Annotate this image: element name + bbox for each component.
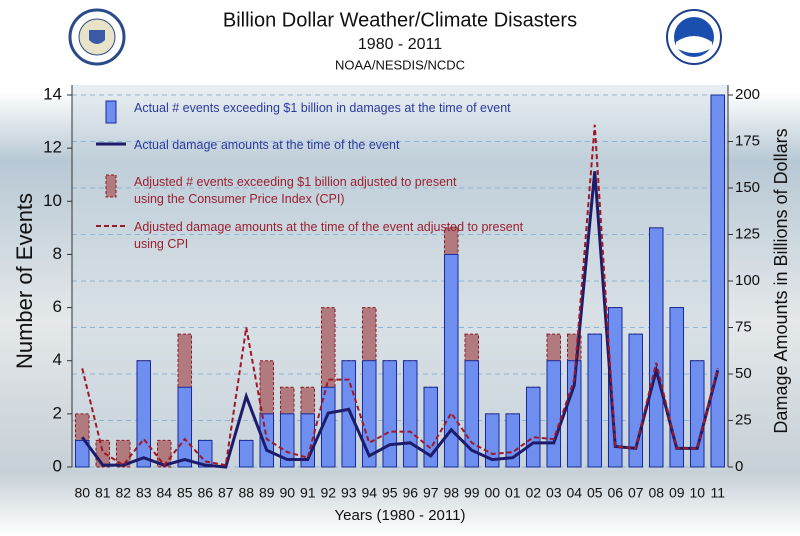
- bar: [648, 227, 664, 468]
- x-tick-label: 07: [628, 485, 644, 501]
- y2-tick-label: 125: [735, 225, 760, 242]
- y2-tick-label: 200: [735, 86, 760, 103]
- legend-item: Adjusted damage amounts at the time of t…: [96, 217, 546, 253]
- y-tick-label: 6: [53, 297, 62, 316]
- y-tick-label: 4: [53, 350, 62, 369]
- bar: [546, 360, 562, 468]
- y-tick-label: 14: [43, 84, 62, 103]
- chart-source: NOAA/NESDIS/NCDC: [335, 57, 465, 72]
- legend: Actual # events exceeding $1 billion in …: [96, 98, 546, 262]
- y2-axis-label: Damage Amounts in Billions of Dollars: [771, 128, 791, 433]
- x-tick-label: 02: [525, 485, 541, 501]
- x-tick-label: 94: [361, 485, 377, 501]
- y2-tick-label: 175: [735, 132, 760, 149]
- x-tick-label: 89: [259, 485, 275, 501]
- y2-tick-label: 75: [735, 318, 752, 335]
- bar: [382, 360, 398, 468]
- y-axis-label: Number of Events: [12, 193, 37, 369]
- legend-label: Adjusted damage amounts at the time of t…: [134, 220, 524, 251]
- x-tick-label: 86: [197, 485, 213, 501]
- x-tick-label: 98: [443, 485, 459, 501]
- legend-label: Adjusted # events exceeding $1 billion a…: [134, 175, 457, 206]
- legend-item: Actual damage amounts at the time of the…: [96, 135, 546, 163]
- legend-item: Actual # events exceeding $1 billion in …: [96, 98, 546, 126]
- x-tick-label: 82: [115, 485, 131, 501]
- bar: [607, 307, 623, 468]
- x-tick-label: 11: [710, 485, 725, 501]
- x-tick-label: 85: [177, 485, 193, 501]
- bar: [423, 386, 439, 468]
- legend-item: Adjusted # events exceeding $1 billion a…: [96, 172, 546, 208]
- x-tick-label: 10: [689, 485, 705, 501]
- x-tick-label: 90: [279, 485, 295, 501]
- bar: [136, 360, 152, 468]
- chart-subtitle: 1980 - 2011: [358, 36, 442, 53]
- y2-tick-label: 0: [735, 458, 743, 475]
- bar: [689, 360, 705, 468]
- x-tick-label: 08: [648, 485, 664, 501]
- x-tick-label: 01: [505, 485, 521, 501]
- line: [81, 124, 719, 467]
- bar: [74, 439, 90, 468]
- bar: [279, 413, 295, 468]
- legend-swatch: [105, 174, 117, 198]
- bar: [259, 413, 275, 468]
- bar: [177, 386, 193, 468]
- x-tick-label: 06: [607, 485, 623, 501]
- y-tick-label: 12: [43, 138, 62, 157]
- y-tick-label: 8: [53, 244, 62, 263]
- chart-title: Billion Dollar Weather/Climate Disasters: [223, 9, 577, 31]
- line: [81, 171, 720, 469]
- x-tick-label: 91: [300, 485, 316, 501]
- x-tick-label: 93: [341, 485, 357, 501]
- y2-tick-label: 150: [735, 179, 760, 196]
- y-tick-label: 2: [53, 403, 62, 422]
- legend-mark: [105, 174, 117, 198]
- legend-label: Actual damage amounts at the time of the…: [134, 138, 400, 152]
- x-tick-label: 83: [136, 485, 152, 501]
- bar: [238, 439, 254, 468]
- y-tick-label: 0: [53, 456, 62, 475]
- bar: [443, 253, 459, 468]
- bar: [525, 386, 541, 468]
- x-tick-label: 81: [95, 485, 111, 501]
- bar: [710, 94, 726, 468]
- x-tick-label: 88: [238, 485, 254, 501]
- x-tick-label: 87: [218, 485, 234, 501]
- x-tick-label: 00: [484, 485, 500, 501]
- bar: [464, 360, 480, 468]
- bar: [361, 360, 377, 468]
- bar: [669, 307, 685, 468]
- legend-swatch: [105, 100, 117, 124]
- logo-right: [666, 9, 722, 65]
- x-axis-label: Years (1980 - 2011): [335, 507, 466, 524]
- x-tick-label: 99: [464, 485, 480, 501]
- x-tick-label: 84: [156, 485, 172, 501]
- bar: [402, 360, 418, 468]
- bar: [341, 360, 357, 468]
- legend-swatch: [96, 225, 126, 227]
- x-tick-label: 92: [320, 485, 336, 501]
- x-tick-label: 96: [402, 485, 418, 501]
- x-tick-label: 80: [74, 485, 90, 501]
- x-tick-label: 05: [587, 485, 603, 501]
- x-tick-label: 97: [423, 485, 439, 501]
- legend-mark: [105, 100, 117, 124]
- x-tick-label: 03: [546, 485, 562, 501]
- y2-tick-label: 100: [735, 272, 760, 289]
- bar: [587, 333, 603, 468]
- legend-swatch: [96, 142, 126, 146]
- legend-label: Actual # events exceeding $1 billion in …: [134, 101, 511, 115]
- bar: [197, 439, 213, 468]
- x-tick-label: 04: [566, 485, 582, 501]
- logo-left: [68, 8, 126, 66]
- x-tick-label: 09: [669, 485, 685, 501]
- y-tick-label: 10: [43, 191, 62, 210]
- x-tick-label: 95: [382, 485, 398, 501]
- y2-tick-label: 50: [735, 365, 752, 382]
- y2-tick-label: 25: [735, 411, 752, 428]
